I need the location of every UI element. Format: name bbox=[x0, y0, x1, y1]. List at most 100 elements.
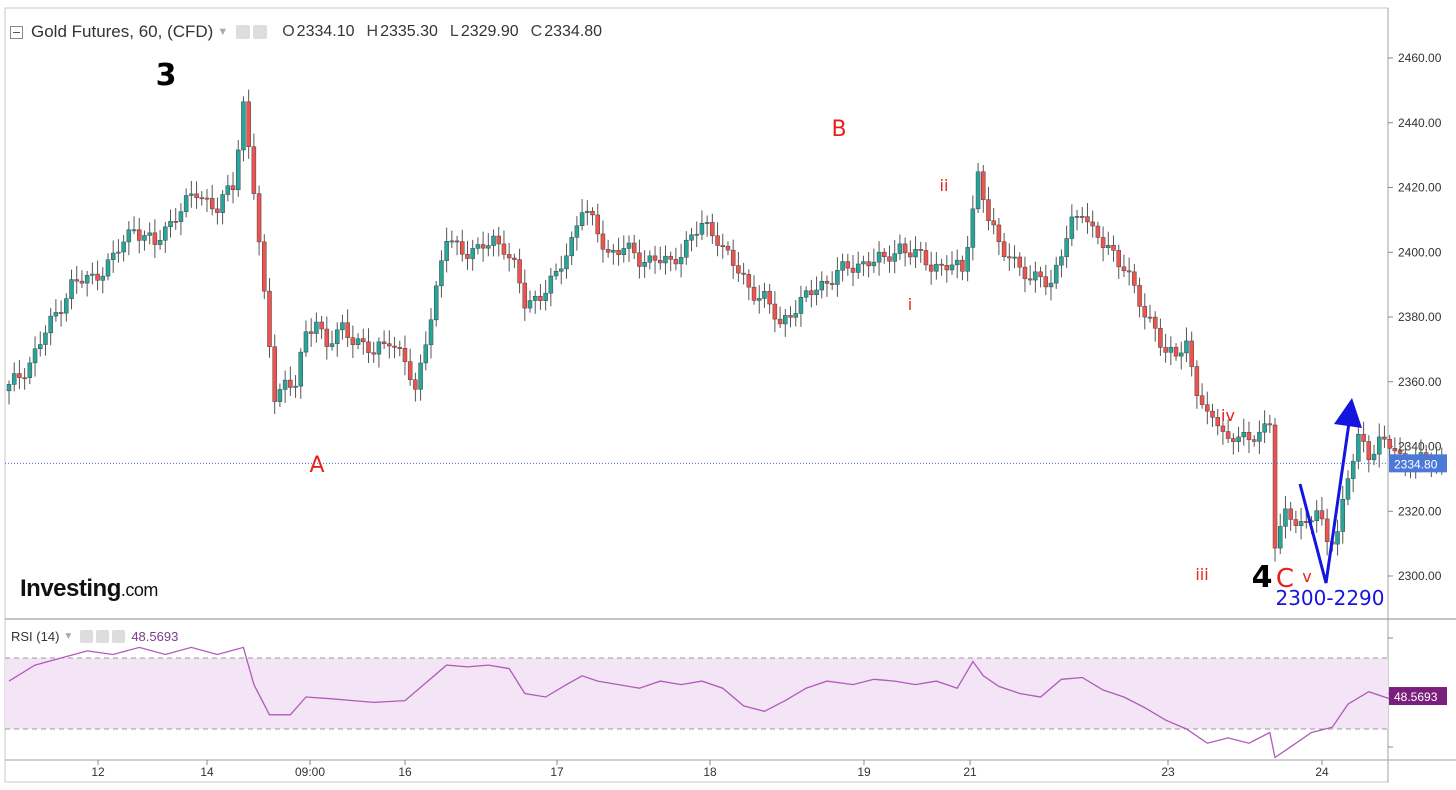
candle bbox=[38, 344, 43, 350]
candle bbox=[673, 259, 679, 265]
candle bbox=[1257, 431, 1262, 442]
symbol-label[interactable]: Gold Futures, 60, (CFD) bbox=[31, 22, 214, 41]
candle bbox=[314, 321, 319, 334]
candle bbox=[1194, 366, 1200, 396]
wave-label: C bbox=[1276, 564, 1294, 594]
rsi-value: 48.5693 bbox=[131, 629, 179, 644]
candle bbox=[970, 208, 976, 248]
candle bbox=[741, 272, 746, 275]
chart-legend: Gold Futures, 60, (CFD) ▼ O 2334.10 H 2335… bbox=[10, 20, 602, 44]
candle bbox=[1179, 352, 1184, 357]
candle bbox=[590, 210, 595, 216]
candle bbox=[908, 252, 913, 258]
candle bbox=[1158, 327, 1163, 348]
candle bbox=[465, 253, 470, 259]
candle bbox=[168, 221, 173, 228]
candle bbox=[777, 318, 783, 325]
current-price-badge bbox=[1389, 454, 1447, 473]
ohlc-open: O 2334.10 bbox=[282, 23, 355, 40]
candle bbox=[215, 208, 220, 213]
candle bbox=[1361, 433, 1366, 442]
rsi-label[interactable]: RSI (14) bbox=[11, 629, 60, 644]
candle bbox=[736, 265, 741, 274]
candle bbox=[32, 348, 38, 364]
candle bbox=[939, 263, 944, 266]
candle bbox=[1132, 271, 1137, 286]
candle bbox=[209, 198, 215, 210]
candle bbox=[543, 292, 548, 301]
x-tick-label: 18 bbox=[703, 765, 717, 779]
candle bbox=[996, 224, 1002, 242]
rsi-band bbox=[5, 658, 1388, 729]
candle bbox=[532, 295, 538, 301]
wave-label: iv bbox=[1221, 406, 1235, 425]
candle bbox=[189, 193, 194, 196]
candle bbox=[1080, 216, 1085, 218]
close-icon[interactable] bbox=[112, 630, 126, 643]
candle bbox=[772, 303, 778, 320]
candle bbox=[1069, 216, 1075, 239]
candle bbox=[230, 185, 236, 191]
candle bbox=[1236, 436, 1241, 442]
eye-icon[interactable] bbox=[80, 630, 94, 643]
candle bbox=[277, 389, 283, 402]
candle bbox=[1053, 264, 1059, 284]
candle bbox=[204, 197, 210, 200]
candle bbox=[84, 275, 90, 284]
candle bbox=[1251, 439, 1257, 442]
candle bbox=[897, 243, 903, 254]
gear-icon[interactable] bbox=[96, 630, 110, 643]
candle bbox=[1241, 432, 1247, 438]
candle bbox=[1168, 346, 1174, 353]
candle bbox=[163, 226, 168, 241]
candle bbox=[631, 242, 637, 254]
collapse-icon[interactable] bbox=[10, 25, 23, 39]
y-tick-label: 2320.00 bbox=[1398, 504, 1442, 518]
chevron-down-icon[interactable]: ▼ bbox=[63, 631, 74, 642]
candle bbox=[121, 241, 126, 253]
candle bbox=[1163, 347, 1168, 353]
candle bbox=[730, 249, 736, 266]
candle bbox=[1220, 425, 1226, 432]
candle bbox=[157, 240, 163, 245]
x-tick-label: 17 bbox=[550, 765, 564, 779]
candle bbox=[564, 255, 569, 270]
candle bbox=[220, 194, 225, 213]
wave-label: 3 bbox=[156, 58, 177, 93]
wave-label: i bbox=[908, 295, 912, 314]
candle bbox=[366, 341, 371, 353]
candle bbox=[824, 280, 830, 284]
candle bbox=[1199, 395, 1205, 405]
candle bbox=[756, 298, 762, 301]
candle bbox=[22, 377, 27, 380]
candle bbox=[1366, 441, 1372, 461]
candle bbox=[788, 315, 793, 318]
candle bbox=[69, 279, 74, 299]
candle bbox=[381, 341, 387, 344]
current-price-label: 2334.80 bbox=[1394, 457, 1438, 471]
candle bbox=[110, 252, 116, 261]
eye-icon[interactable] bbox=[236, 25, 251, 39]
brand-logo: Investing.com bbox=[20, 575, 158, 602]
candle bbox=[626, 242, 632, 249]
chevron-down-icon[interactable]: ▼ bbox=[217, 26, 229, 38]
y-tick-label: 2420.00 bbox=[1398, 181, 1442, 195]
candle bbox=[840, 261, 845, 271]
candle bbox=[246, 101, 251, 148]
candle bbox=[392, 345, 397, 348]
candle bbox=[147, 232, 152, 236]
candle bbox=[1001, 241, 1007, 257]
candle bbox=[95, 273, 100, 281]
candle bbox=[428, 319, 434, 346]
candle bbox=[871, 261, 877, 267]
candle bbox=[376, 341, 382, 355]
candle bbox=[1340, 498, 1346, 532]
candle bbox=[397, 347, 402, 349]
candle bbox=[668, 255, 673, 260]
candle bbox=[235, 149, 241, 191]
candle bbox=[251, 146, 257, 194]
candle bbox=[616, 249, 621, 255]
candle bbox=[480, 244, 486, 249]
gear-icon[interactable] bbox=[253, 25, 268, 39]
